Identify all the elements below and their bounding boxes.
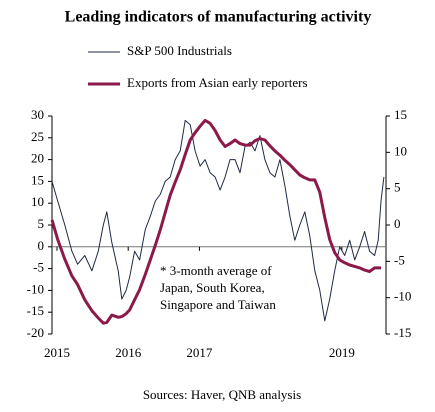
y-tick-label: -20	[27, 325, 44, 340]
y-tick-label: -5	[33, 260, 44, 275]
legend-label: S&P 500 Industrials	[127, 43, 232, 58]
annotation: Japan, South Korea,	[160, 280, 265, 295]
y-tick-label: 25	[31, 129, 44, 144]
y2-tick-label: 5	[394, 180, 401, 195]
y-tick-label: 20	[31, 151, 44, 166]
y-tick-label: 10	[31, 194, 44, 209]
x-tick-label: 2015	[44, 345, 70, 360]
series-line	[51, 119, 385, 322]
source-note: Sources: Haver, QNB analysis	[143, 387, 301, 402]
x-tick-label: 2016	[115, 345, 142, 360]
x-tick-label: 2019	[329, 345, 355, 360]
y2-tick-label: 10	[394, 143, 407, 158]
y2-tick-label: -10	[394, 289, 411, 304]
y2-tick-label: -5	[394, 252, 405, 267]
y-tick-label: -10	[27, 281, 44, 296]
y2-tick-label: -15	[394, 325, 411, 340]
annotation: Singapore and Taiwan	[160, 297, 276, 312]
y-tick-label: 15	[31, 172, 44, 187]
y-tick-label: 30	[31, 107, 44, 122]
x-tick-label: 2017	[186, 345, 213, 360]
chart-title: Leading indicators of manufacturing acti…	[65, 9, 372, 26]
y2-tick-label: 0	[394, 216, 401, 231]
legend-label: Exports from Asian early reporters	[127, 75, 308, 90]
y-tick-label: 5	[38, 216, 45, 231]
y-tick-label: 0	[38, 238, 45, 253]
y2-tick-label: 15	[394, 107, 407, 122]
y-tick-label: -15	[27, 303, 44, 318]
annotation: * 3-month average of	[160, 263, 272, 278]
series-line	[50, 118, 381, 325]
